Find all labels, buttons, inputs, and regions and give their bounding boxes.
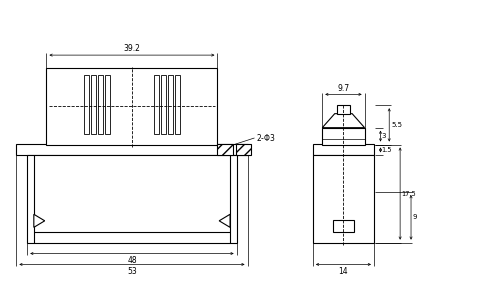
- Bar: [16, 144, 248, 155]
- Text: 9: 9: [412, 214, 417, 221]
- Bar: [313, 144, 374, 155]
- Bar: [47, 68, 217, 144]
- Text: 48: 48: [127, 256, 137, 265]
- Text: 1.5: 1.5: [381, 147, 392, 153]
- Bar: [337, 105, 350, 114]
- Text: 2-$\Phi$3: 2-$\Phi$3: [256, 132, 276, 143]
- Text: 5.5: 5.5: [392, 122, 402, 128]
- Bar: [333, 220, 354, 232]
- Bar: [27, 155, 237, 242]
- Polygon shape: [34, 214, 45, 227]
- Bar: [217, 144, 233, 155]
- Bar: [84, 75, 89, 134]
- Bar: [322, 128, 365, 144]
- Text: 39.2: 39.2: [124, 44, 141, 53]
- Text: 53: 53: [127, 266, 137, 276]
- Bar: [168, 75, 173, 134]
- Text: 9.7: 9.7: [338, 84, 349, 92]
- Bar: [154, 75, 159, 134]
- Text: 3: 3: [381, 133, 386, 139]
- Bar: [175, 75, 180, 134]
- Bar: [91, 75, 96, 134]
- Polygon shape: [322, 114, 365, 128]
- Bar: [105, 75, 110, 134]
- Bar: [98, 75, 103, 134]
- Bar: [313, 155, 374, 242]
- Bar: [161, 75, 166, 134]
- Text: 17.5: 17.5: [401, 190, 416, 197]
- Bar: [236, 144, 251, 155]
- Polygon shape: [219, 214, 230, 227]
- Text: 14: 14: [339, 266, 348, 276]
